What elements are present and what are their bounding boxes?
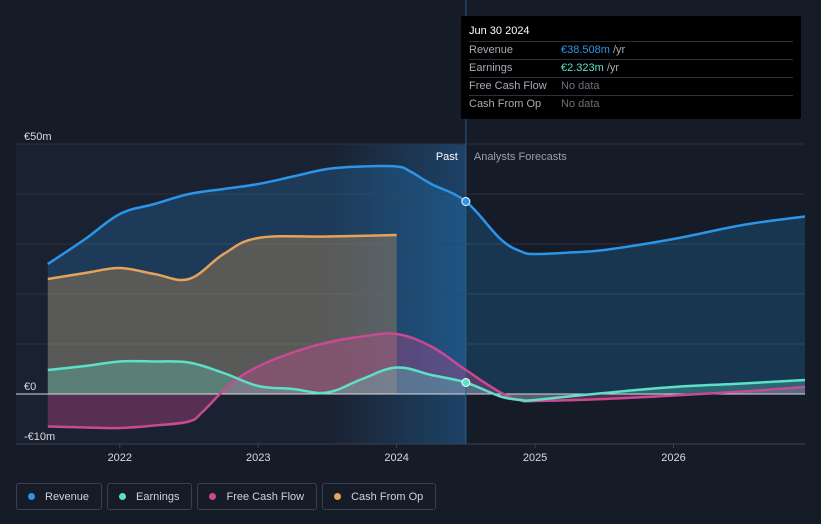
legend-label: Earnings (136, 490, 180, 503)
tooltip-row-earnings: Earnings €2.323m /yr (469, 60, 793, 78)
tooltip-label: Earnings (469, 62, 513, 74)
area-cash-from-op (47, 235, 397, 394)
y-tick-label: -€10m (24, 431, 55, 443)
y-tick-label: €50m (24, 131, 52, 143)
legend-dot-icon (28, 493, 35, 500)
series-line-earnings (47, 359, 806, 402)
tooltip-row-cash-from-op: Cash From Op No data (469, 96, 793, 113)
tooltip-value: €38.508m (561, 44, 610, 56)
tooltip-label: Revenue (469, 44, 514, 56)
legend-item-cash-from-op[interactable]: Cash From Op (322, 483, 437, 510)
x-tick-label: 2022 (108, 452, 132, 464)
legend-dot-icon (119, 493, 127, 500)
tooltip-label: Cash From Op (469, 98, 542, 110)
tooltip-unit: /yr (606, 62, 620, 74)
x-tick-label: 2026 (661, 452, 685, 464)
area-earnings (47, 361, 806, 401)
legend-item-earnings[interactable]: Earnings (107, 483, 193, 510)
legend-label: Free Cash Flow (226, 490, 305, 503)
y-tick-label: €0 (24, 381, 36, 393)
legend-dot-icon (334, 493, 342, 500)
forecast-label: Analysts Forecasts (474, 151, 567, 163)
area-free-cash-flow (47, 333, 806, 429)
past-label: Past (436, 151, 458, 163)
marker-revenue (461, 197, 471, 206)
x-tick-label: 2024 (384, 452, 408, 464)
legend-label: Cash From Op (351, 490, 424, 503)
legend-dot-icon (209, 493, 217, 500)
tooltip-row-revenue: Revenue €38.508m /yr (469, 42, 793, 60)
tooltip-date: Jun 30 2024 (469, 23, 793, 42)
legend-label: Revenue (45, 490, 90, 503)
tooltip-row-free-cash-flow: Free Cash Flow No data (469, 78, 793, 96)
legend: Revenue Earnings Free Cash Flow Cash Fro… (16, 483, 437, 510)
tooltip: Jun 30 2024 Revenue €38.508m /yr Earning… (461, 16, 801, 119)
area-revenue (47, 165, 806, 394)
tooltip-label: Free Cash Flow (469, 80, 547, 92)
series-line-cash-from-op (47, 233, 397, 282)
tooltip-value: €2.323m (561, 62, 604, 74)
marker-earnings (461, 378, 471, 387)
tooltip-value: No data (561, 98, 600, 110)
series-line-free-cash-flow (47, 332, 806, 430)
tooltip-value: No data (561, 80, 600, 92)
series-line-revenue (47, 164, 806, 266)
legend-item-revenue[interactable]: Revenue (16, 483, 103, 510)
legend-item-free-cash-flow[interactable]: Free Cash Flow (197, 483, 318, 510)
x-tick-label: 2025 (523, 452, 547, 464)
tooltip-unit: /yr (612, 44, 626, 56)
x-tick-label: 2023 (246, 452, 270, 464)
